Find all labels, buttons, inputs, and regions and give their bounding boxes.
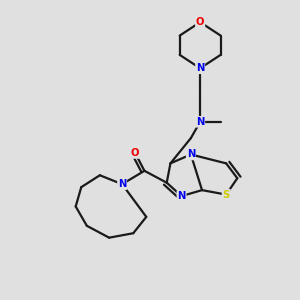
Text: N: N — [196, 63, 204, 73]
Text: S: S — [223, 190, 230, 200]
Text: O: O — [196, 17, 204, 27]
Text: N: N — [118, 179, 126, 189]
Text: N: N — [177, 191, 186, 201]
Text: O: O — [131, 148, 140, 158]
Text: N: N — [187, 149, 195, 160]
Text: N: N — [196, 117, 204, 127]
